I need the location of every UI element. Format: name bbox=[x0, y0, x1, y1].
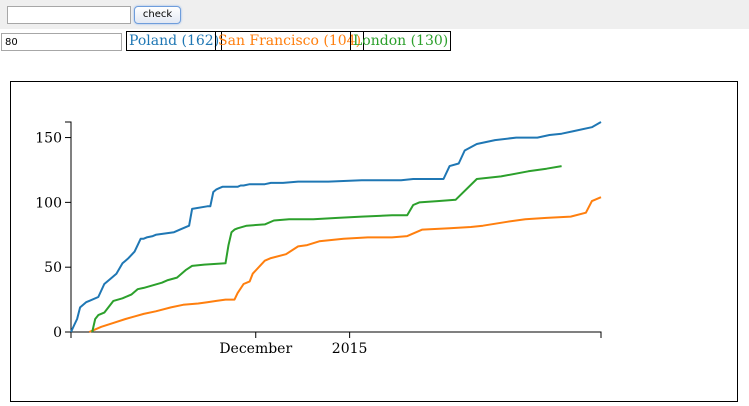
y-tick-label: 0 bbox=[53, 325, 62, 341]
x-axis bbox=[70, 331, 602, 338]
y-tick-label: 100 bbox=[35, 195, 62, 211]
legend-item-san-francisco[interactable]: San Francisco (104) bbox=[215, 31, 365, 51]
filter-input[interactable] bbox=[7, 6, 131, 24]
series-line-0 bbox=[70, 121, 602, 333]
legend-item-london[interactable]: London (130) bbox=[350, 31, 452, 51]
y-tick-label: 50 bbox=[44, 260, 62, 276]
count-input[interactable] bbox=[1, 33, 122, 51]
line-chart: 0 50 100 150 December 2015 bbox=[35, 121, 602, 357]
series-line-1 bbox=[88, 196, 602, 333]
y-axis bbox=[65, 121, 72, 333]
chart-frame: 0 50 100 150 December 2015 bbox=[10, 81, 738, 402]
y-tick-label: 150 bbox=[35, 131, 62, 147]
x-tick-label: 2015 bbox=[332, 341, 368, 357]
legend-item-poland[interactable]: Poland (162) bbox=[126, 31, 223, 51]
series-line-2 bbox=[91, 165, 562, 333]
x-tick-label: December bbox=[219, 341, 292, 357]
check-button[interactable]: check bbox=[134, 6, 181, 24]
